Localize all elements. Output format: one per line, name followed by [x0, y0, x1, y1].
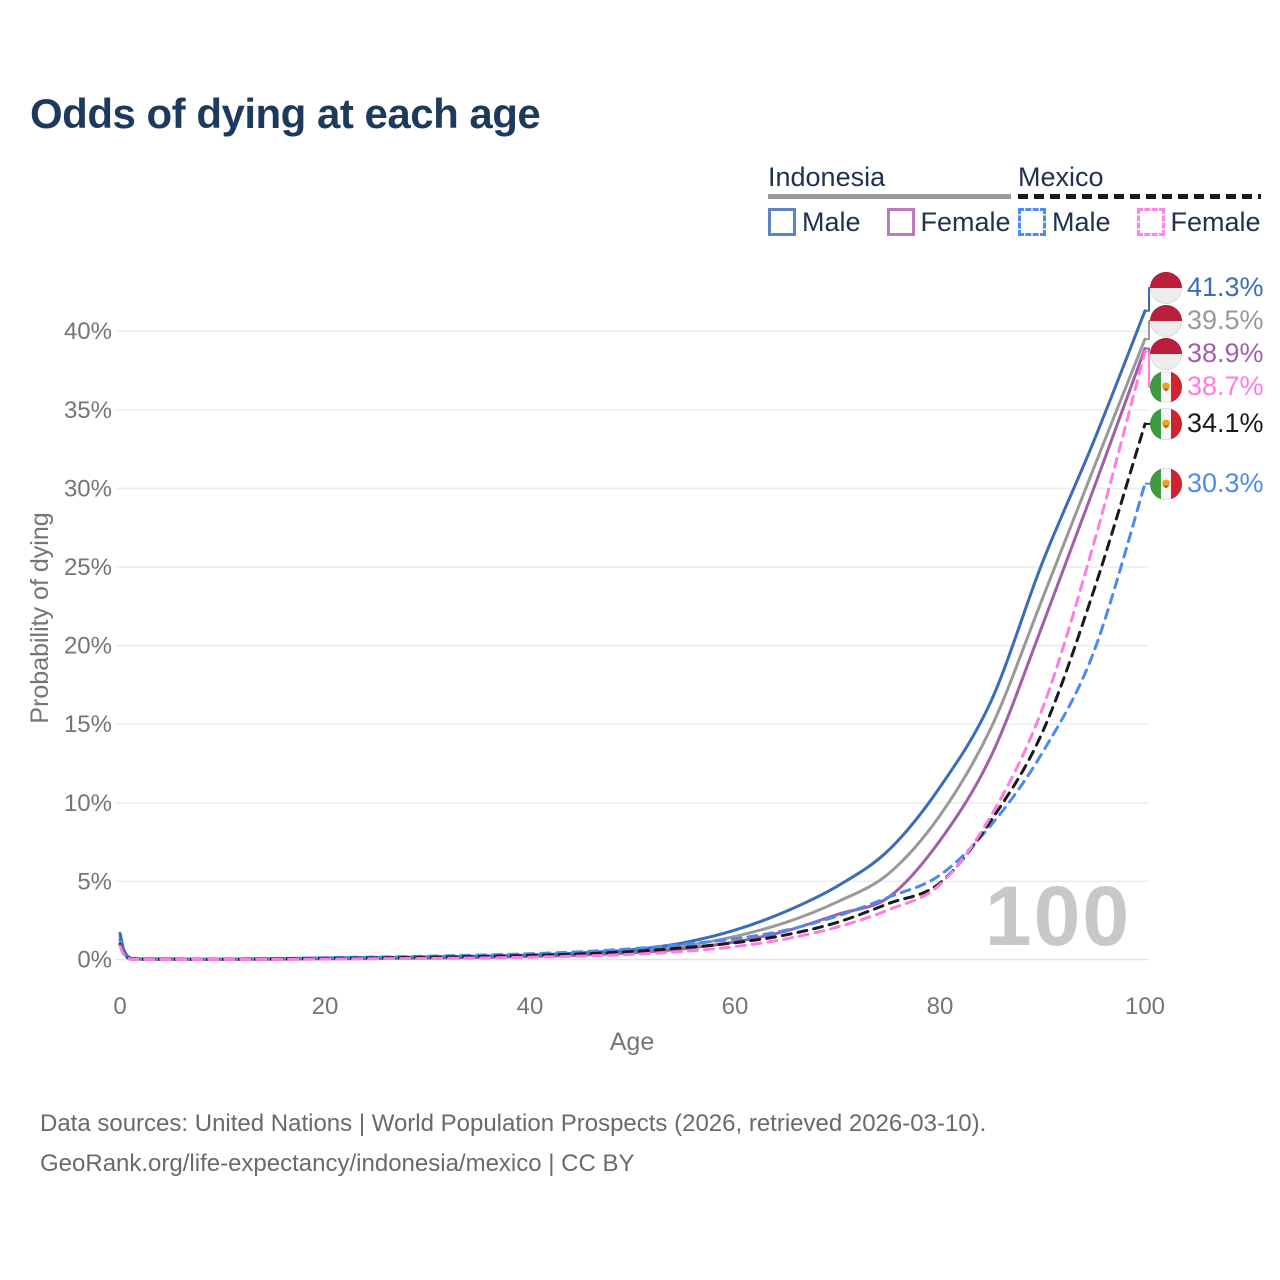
legend-label-mexico-male: Male	[1052, 207, 1111, 237]
indonesia-solid-line-sample	[768, 194, 1011, 199]
legend-item-indonesia-female[interactable]: Female	[886, 207, 1011, 237]
legend-item-mexico-female[interactable]: Female	[1136, 207, 1261, 237]
x-tick-20: 20	[312, 993, 339, 1020]
y-tick-25: 25%	[64, 554, 112, 581]
y-axis-title: Probability of dying	[26, 512, 54, 723]
legend-label-mexico-female: Female	[1170, 207, 1261, 237]
y-tick-10: 10%	[64, 790, 112, 817]
connector-mexico-female	[1145, 350, 1157, 388]
x-axis-title: Age	[610, 1028, 654, 1056]
x-tick-60: 60	[722, 993, 749, 1020]
line-indonesia-both-sexes	[118, 337, 1147, 961]
connector-indonesia-both-sexes	[1145, 320, 1157, 341]
y-tick-15: 15%	[64, 711, 112, 738]
x-tick-80: 80	[927, 993, 954, 1020]
y-tick-40: 40%	[64, 318, 112, 345]
mexico-male-swatch-icon	[1018, 208, 1046, 236]
chart-title: Odds of dying at each age	[30, 90, 541, 137]
legend-header-indonesia: Indonesia	[768, 162, 886, 192]
y-tick-5: 5%	[77, 868, 112, 895]
y-tick-35: 35%	[64, 397, 112, 424]
footer-data-sources: Data sources: United Nations | World Pop…	[40, 1110, 987, 1137]
watermark-age-100: 100	[985, 869, 1131, 963]
x-tick-0: 0	[113, 993, 126, 1020]
legend-header-mexico: Mexico	[1018, 162, 1104, 192]
legend-group-mexico: Mexico Male Female	[1018, 162, 1261, 236]
line-chart: 100 0% 5% 10% 15% 20% 25% 30% 35% 40% 0 20 40 60 80 10…	[26, 287, 1165, 1056]
footer-attribution: GeoRank.org/life-expectancy/indonesia/me…	[40, 1150, 635, 1177]
line-mexico-female	[118, 350, 1147, 961]
line-indonesia-female	[118, 347, 1147, 961]
tick-labels: 0% 5% 10% 15% 20% 25% 30% 35% 40% 0 20 40 60 80 100	[64, 318, 1165, 1020]
indonesia-male-swatch-icon	[768, 208, 796, 236]
x-tick-40: 40	[517, 993, 544, 1020]
line-indonesia-male	[118, 309, 1147, 961]
legend-item-indonesia-male[interactable]: Male	[768, 208, 861, 236]
mexico-female-swatch-icon	[1136, 208, 1165, 236]
gridlines	[116, 330, 1148, 961]
label-connectors	[1145, 287, 1157, 485]
y-tick-30: 30%	[64, 475, 112, 502]
legend-group-indonesia: Indonesia Male Female	[768, 162, 1011, 236]
legend-label-indonesia-female: Female	[920, 207, 1011, 237]
y-tick-20: 20%	[64, 633, 112, 660]
mexico-dashed-line-sample	[1018, 194, 1261, 199]
series-lines	[118, 309, 1147, 961]
footer: Data sources: United Nations | World Pop…	[40, 1104, 986, 1184]
legend-label-indonesia-male: Male	[802, 207, 861, 237]
indonesia-female-swatch-icon	[886, 208, 915, 236]
connector-indonesia-male	[1145, 287, 1157, 312]
y-tick-0: 0%	[77, 947, 112, 974]
legend-item-mexico-male[interactable]: Male	[1018, 208, 1111, 236]
x-tick-100: 100	[1125, 993, 1165, 1020]
